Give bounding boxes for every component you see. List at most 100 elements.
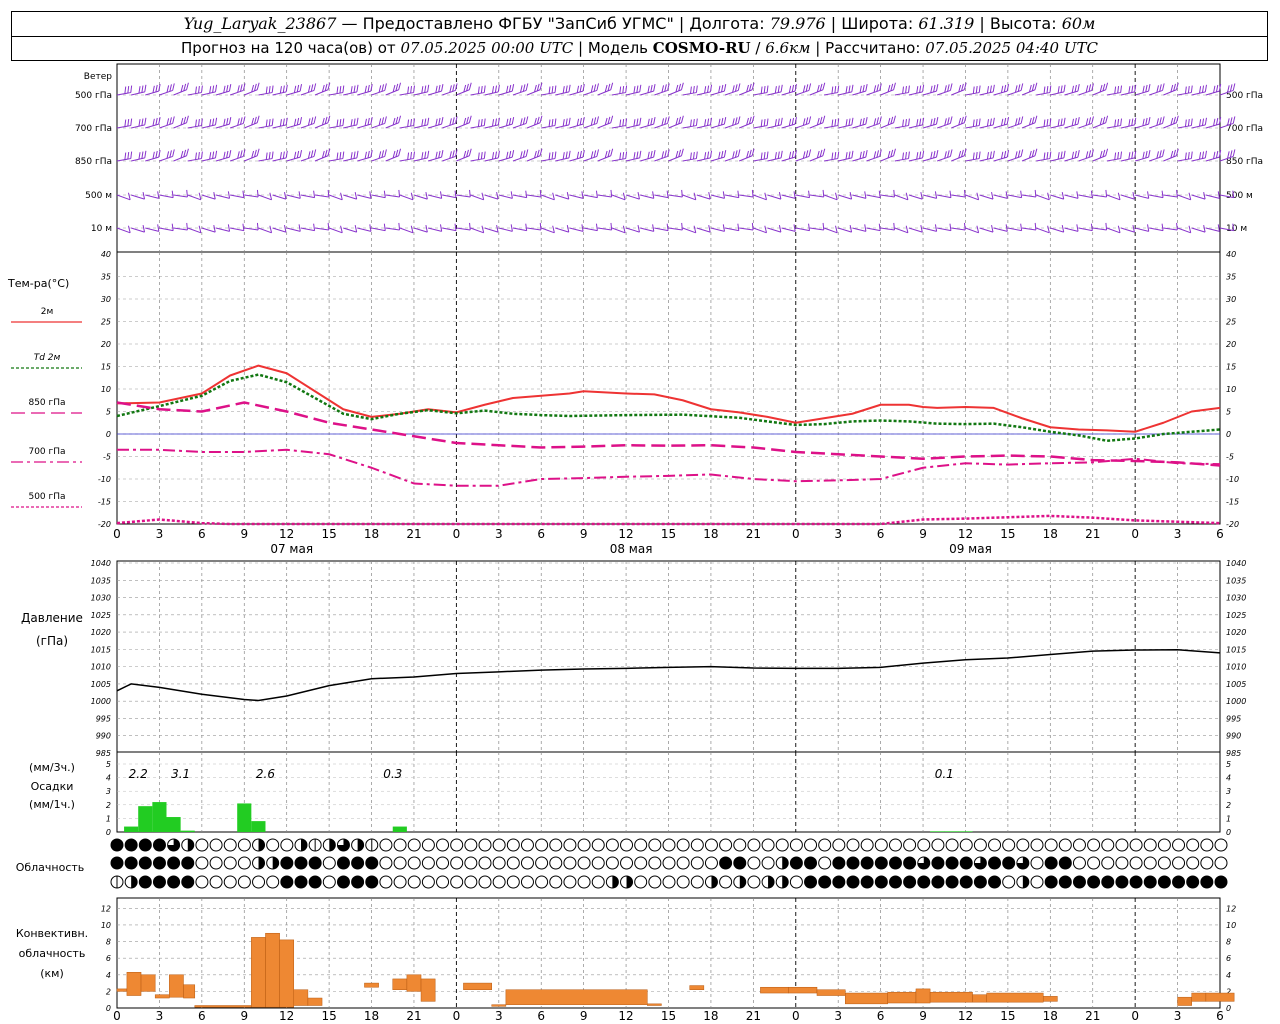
precip-bar [138, 806, 153, 832]
header-row-forecast: Прогноз на 120 часа(ов) от 07.05.2025 00… [181, 39, 1098, 57]
wind-barb-flag [1003, 117, 1007, 126]
pressure-ytick-left: 1025 [91, 611, 111, 620]
wind-barb-flag [936, 150, 939, 158]
wind-barb-flag [794, 150, 797, 158]
temperature-ytick-right: 20 [1226, 340, 1236, 349]
temperature-ytick-right: -10 [1226, 475, 1239, 484]
convective-xtick: 21 [406, 1009, 421, 1023]
wind-barb-shaft [116, 92, 131, 96]
wind-barb-shaft [1106, 227, 1121, 234]
cloud-symbol-full [167, 876, 180, 888]
cloud-symbol-outline [818, 856, 832, 870]
wind-barb-flag [579, 150, 582, 159]
cloud-symbol [280, 856, 294, 870]
convective-bar [463, 982, 492, 990]
wind-barb-flag [339, 119, 342, 127]
wind-barb-flag [704, 119, 707, 127]
wind-barb-flag [285, 150, 288, 158]
wind-barb-flag [835, 225, 838, 233]
pressure-ytick-left: 1035 [91, 576, 111, 585]
wind-barb-flag [1046, 86, 1049, 94]
wind-barb-flag [296, 150, 300, 159]
cloud-symbol [138, 838, 152, 852]
wind-barb-flag [566, 224, 570, 233]
wind-barb-flag [253, 149, 257, 158]
wind-barb-flag [336, 152, 339, 160]
cloud-symbol [818, 875, 832, 889]
wind-barb-shaft [668, 122, 682, 129]
wind-barb-flag [1173, 83, 1176, 92]
cloud-symbol-full [309, 876, 322, 888]
cloud-symbol-full [903, 876, 916, 888]
wind-barb-flag [695, 85, 698, 93]
convective-bar [251, 937, 266, 1008]
wind-barb-flag [862, 150, 865, 159]
wind-barb-flag [837, 118, 840, 126]
cloud-symbol-outline [195, 875, 209, 889]
wind-title: Ветер [84, 72, 112, 82]
cloud-symbol-full [351, 857, 364, 869]
cloud-symbol-full [125, 839, 138, 851]
cloud-symbol [520, 875, 534, 889]
cloud-symbol-outline [719, 875, 733, 889]
wind-barb-flag [1213, 151, 1216, 159]
wind-barb-flag [992, 150, 995, 158]
cloud-symbol [280, 838, 294, 852]
cloud-symbol [1002, 838, 1016, 852]
wind-barb-flag [678, 149, 682, 158]
cloud-symbol-outline [450, 856, 464, 870]
wind-barb-flag [130, 151, 133, 159]
wind-barb-flag [454, 223, 457, 231]
wind-barb-shaft [145, 123, 159, 129]
wind-barb-flag [986, 119, 990, 127]
cloud-symbol-outline [903, 838, 917, 852]
precip-sum-label: 2.6 [256, 767, 275, 781]
wind-barb-flag [481, 225, 485, 233]
wind-barb-shaft [427, 90, 442, 96]
wind-barb-flag [751, 82, 755, 90]
cloud-symbol [931, 838, 945, 852]
wind-barb-flag [1085, 151, 1089, 159]
pressure-ytick-right: 995 [1226, 714, 1241, 723]
cloud-symbol [167, 875, 181, 889]
wind-barb-flag [593, 150, 597, 158]
wind-barb-flag [562, 119, 565, 127]
wind-barb-flag [398, 148, 402, 156]
wind-barb-flag [1199, 86, 1202, 94]
wind-barb-flag [1227, 118, 1230, 126]
wind-barb-flag [1184, 86, 1187, 94]
wind-barb-shaft [1064, 123, 1079, 129]
pressure-ytick-left: 1015 [91, 645, 111, 654]
cloud-symbol [1143, 875, 1157, 889]
cloud-symbol-outline [704, 838, 718, 852]
wind-barb-flag [1215, 117, 1219, 126]
wind-barb-flag [1074, 84, 1077, 93]
temperature-xtick: 3 [156, 527, 164, 541]
wind-barb-flag [748, 116, 752, 125]
wind-barb-flag [364, 118, 367, 126]
wind-barb-flag [279, 86, 282, 94]
wind-barb-flag [1213, 118, 1216, 126]
temperature-xtick: 6 [877, 527, 885, 541]
wind-barb-shaft [1191, 91, 1206, 96]
wind-barb-flag [413, 118, 415, 126]
wind-barb-flag [751, 189, 754, 197]
wind-barb-shaft [498, 227, 513, 232]
wind-barb-flag [1161, 223, 1164, 231]
convective-title-line2: облачность [19, 947, 86, 960]
wind-barb-flag [313, 83, 317, 91]
temperature-ytick-right: -20 [1226, 520, 1239, 529]
wind-barb-flag [819, 83, 823, 92]
pressure-ytick-left: 1000 [91, 697, 111, 706]
wind-barb-flag [793, 191, 796, 199]
wind-barb-shaft [965, 194, 979, 201]
wind-barb-shaft [229, 122, 244, 129]
cloud-symbol-outline [478, 838, 492, 852]
cloud-symbol-full [804, 857, 817, 869]
wind-barb-flag [410, 152, 413, 160]
wind-barb-flag [554, 151, 557, 159]
wind-barb-shaft [922, 90, 937, 96]
wind-barb-flag [1099, 84, 1103, 93]
wind-barb-flag [506, 118, 509, 126]
cloud-symbol [535, 838, 549, 852]
